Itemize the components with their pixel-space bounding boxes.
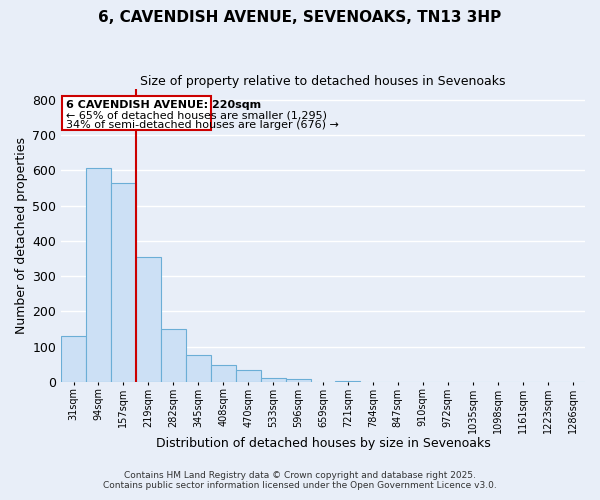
Text: 34% of semi-detached houses are larger (676) →: 34% of semi-detached houses are larger (… xyxy=(66,120,339,130)
Bar xyxy=(211,365,236,382)
Bar xyxy=(260,378,286,382)
X-axis label: Distribution of detached houses by size in Sevenoaks: Distribution of detached houses by size … xyxy=(155,437,490,450)
Bar xyxy=(61,336,86,382)
Bar xyxy=(161,329,186,382)
Bar xyxy=(111,182,136,382)
FancyBboxPatch shape xyxy=(62,96,211,130)
Text: 6, CAVENDISH AVENUE, SEVENOAKS, TN13 3HP: 6, CAVENDISH AVENUE, SEVENOAKS, TN13 3HP xyxy=(98,10,502,25)
Bar xyxy=(286,378,311,382)
Text: ← 65% of detached houses are smaller (1,295): ← 65% of detached houses are smaller (1,… xyxy=(66,110,327,120)
Title: Size of property relative to detached houses in Sevenoaks: Size of property relative to detached ho… xyxy=(140,75,506,88)
Y-axis label: Number of detached properties: Number of detached properties xyxy=(15,137,28,334)
Text: Contains HM Land Registry data © Crown copyright and database right 2025.
Contai: Contains HM Land Registry data © Crown c… xyxy=(103,470,497,490)
Bar xyxy=(186,354,211,382)
Bar xyxy=(86,168,111,382)
Bar xyxy=(236,370,260,382)
Bar xyxy=(136,256,161,382)
Bar xyxy=(335,381,361,382)
Text: 6 CAVENDISH AVENUE: 220sqm: 6 CAVENDISH AVENUE: 220sqm xyxy=(66,100,261,110)
